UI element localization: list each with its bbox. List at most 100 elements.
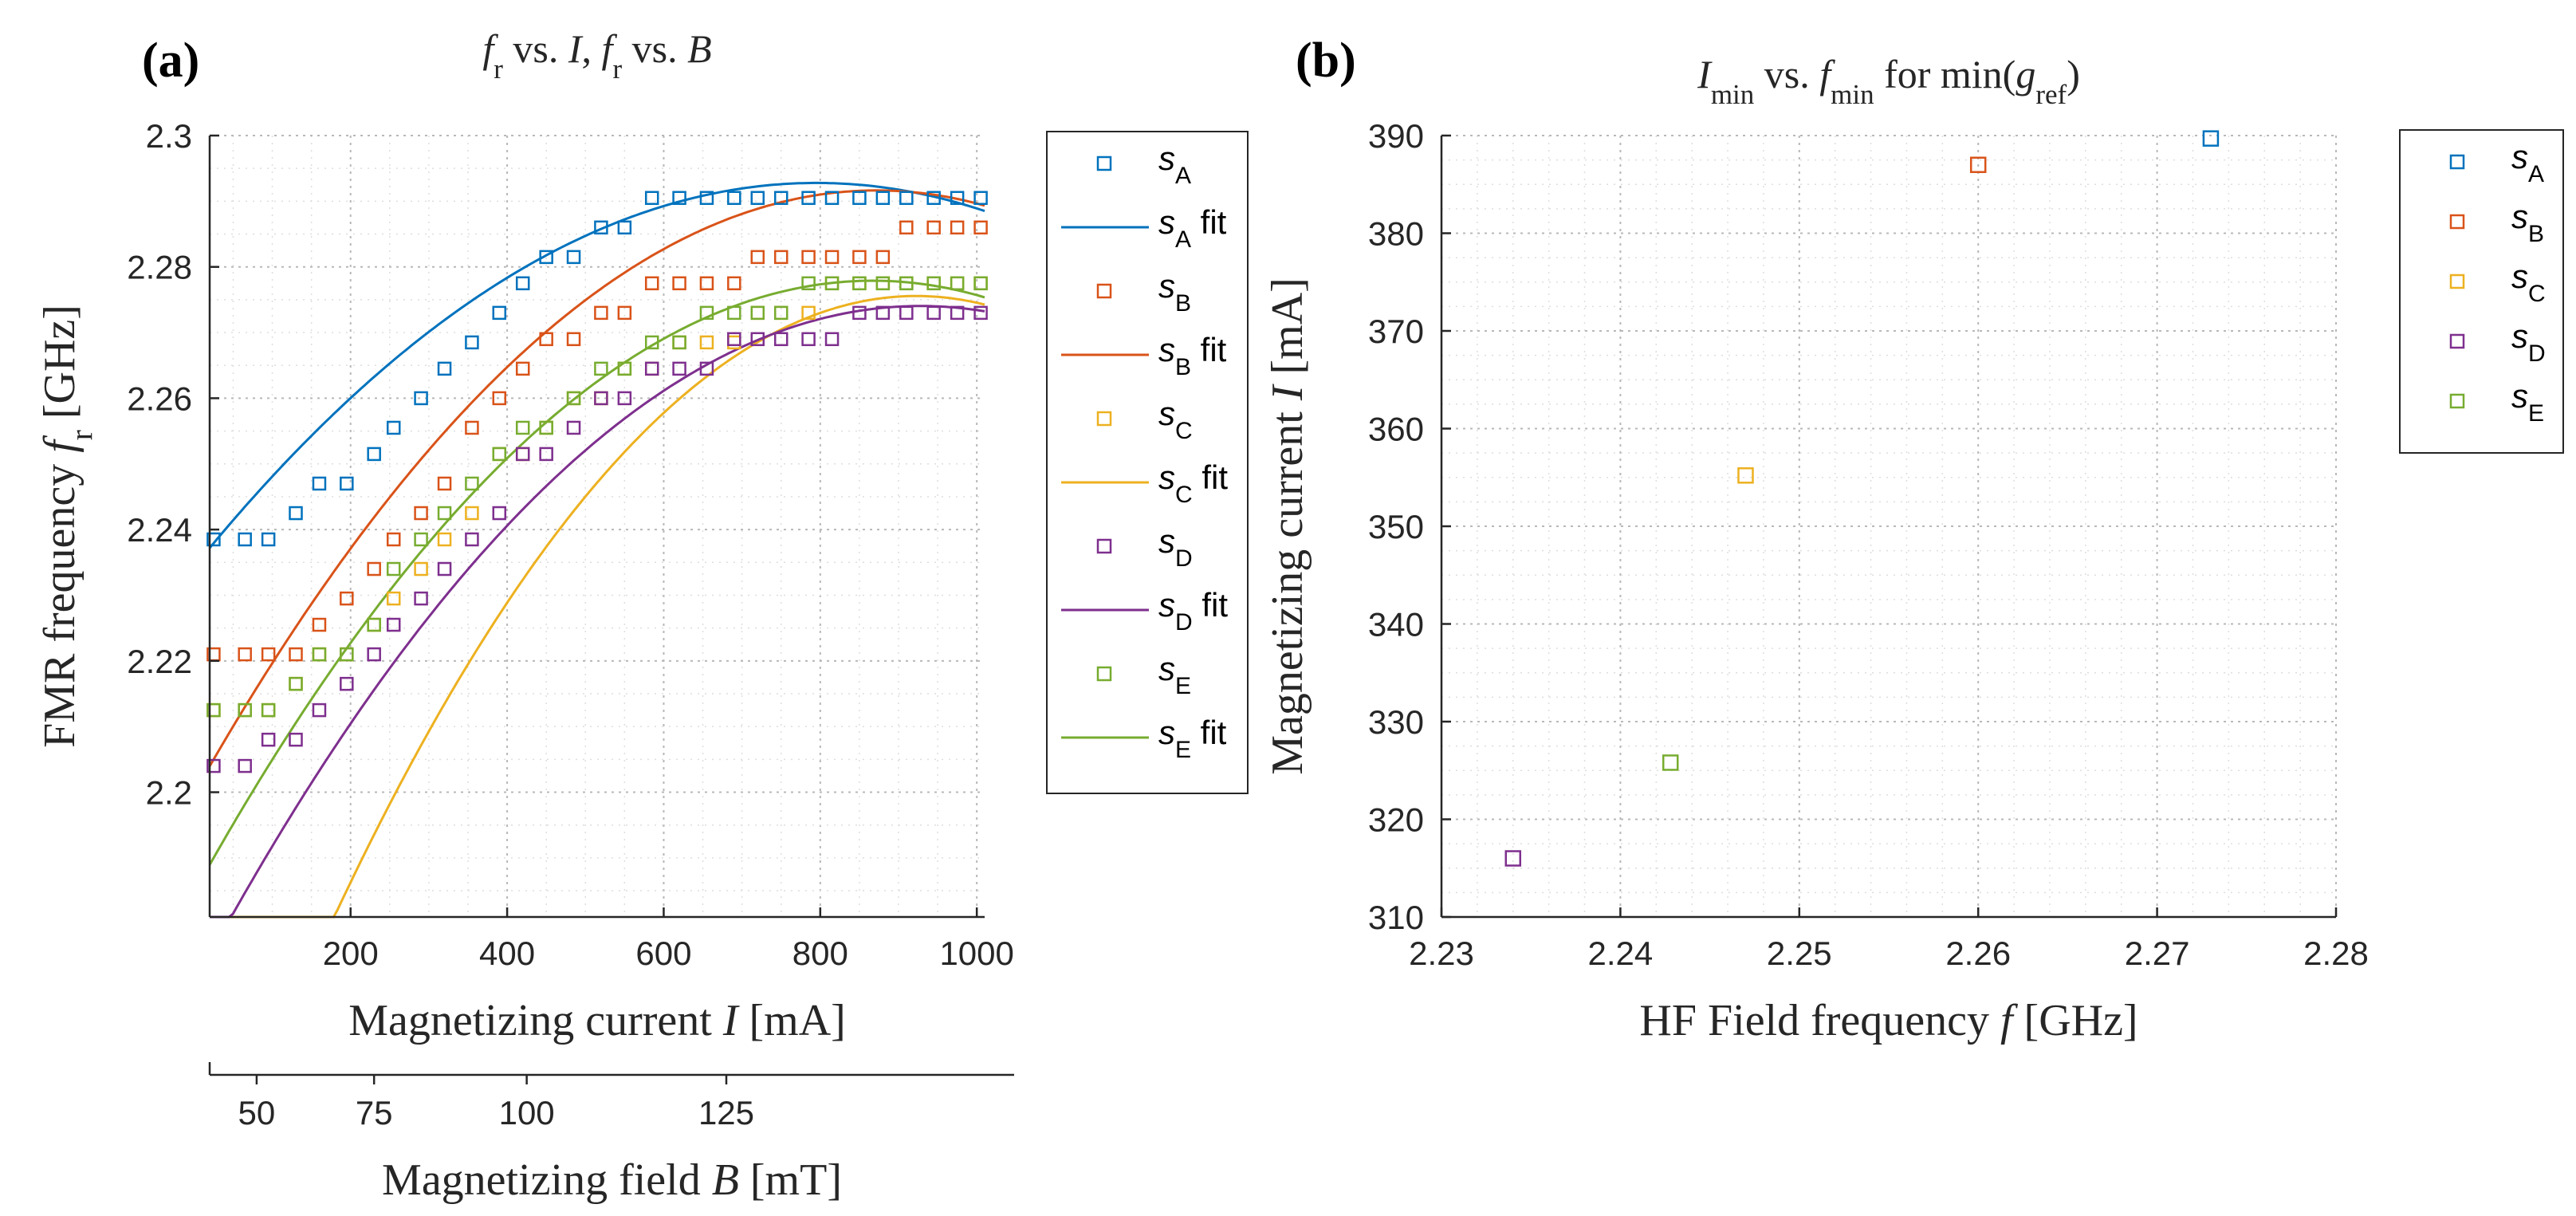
data-point-s_A (750, 191, 765, 205)
panel-b: 2.23 2.24 2.25 2.26 2.27 2.28 310 320 330 340 350 3… (1263, 33, 2564, 1045)
legend-box (1046, 131, 1249, 794)
data-point-s_A (875, 191, 891, 205)
legend-label-s_D: sD (1158, 522, 1193, 572)
data-point-s_D (261, 732, 276, 747)
data-point-s_A (206, 532, 221, 547)
data-point-s_B (672, 276, 686, 291)
data-point-s_A (926, 191, 941, 205)
x-tick-label: 2.26 (1945, 935, 2011, 972)
data-point-s_A (289, 506, 303, 521)
data-point-s_D (594, 391, 608, 406)
data-point-s_D (644, 361, 659, 376)
data-point-s_A (899, 191, 914, 205)
data-point-s_B (617, 305, 632, 321)
panel-a: 200 400 600 800 1000 2.2 2.22 2.24 2.26 2.28 2.3 Ma… (35, 26, 1249, 1205)
fit-line-s_E (208, 279, 985, 866)
data-point-s_C (386, 591, 401, 606)
data-point-s_B (340, 591, 354, 606)
series-group (1504, 130, 2220, 867)
x-tick-label: 2.23 (1409, 935, 1474, 972)
data-point-s_B (773, 250, 789, 265)
y-tick-label: 2.2 (146, 774, 192, 812)
legend-marker-s_B (1096, 283, 1112, 299)
data-point-s_D (617, 391, 632, 406)
legend-marker-s_A (2449, 154, 2465, 170)
y-tick-label: 2.22 (127, 643, 192, 680)
data-point-s_D (875, 305, 891, 321)
panel-label: (b) (1296, 33, 1356, 88)
y-tick-label: 390 (1368, 117, 1424, 155)
data-point-s_A (644, 191, 659, 205)
data-point-s_E (289, 676, 303, 691)
fit-line-s_A (208, 181, 985, 549)
data-point-s_D (386, 617, 401, 632)
data-point-s_A (539, 250, 553, 265)
data-point-s_B (238, 647, 252, 662)
data-point-s_B (699, 276, 714, 291)
data-point-s_B (386, 532, 401, 547)
data-point-s_D (973, 305, 988, 321)
y-tick-label: 2.26 (127, 380, 192, 417)
data-point-s_D (566, 420, 581, 435)
data-point-s_B (367, 561, 381, 577)
y-tick-label: 340 (1368, 606, 1424, 643)
data-point-s_D (238, 758, 252, 773)
data-point-s_E (312, 647, 327, 662)
data-point-s_A (617, 220, 632, 235)
data-point-s_E (1662, 754, 1679, 771)
data-point-s_E (566, 391, 581, 406)
data-point-s_B (539, 332, 553, 347)
data-point-s_D (801, 332, 816, 347)
data-point-s_D (773, 332, 789, 347)
panel-label: (a) (142, 33, 199, 88)
data-point-s_B (594, 305, 608, 321)
data-point-s_D (1504, 850, 1522, 867)
x-axis-label: Magnetizing current I [mA] (348, 996, 846, 1045)
data-point-s_B (261, 647, 276, 662)
data-point-s_D (539, 447, 553, 462)
secondary-tick-label: 75 (356, 1094, 393, 1131)
data-point-s_A (492, 305, 507, 321)
data-point-s_A (566, 250, 581, 265)
data-point-s_A (340, 476, 354, 491)
data-point-s_A (312, 476, 327, 491)
legend-label-s_E: sE (1158, 650, 1191, 699)
legend-label-s_A: sA (2511, 138, 2544, 187)
x-tick-label: 1000 (939, 935, 1013, 972)
legend-label-s_E-fit: sE fit (1158, 714, 1227, 763)
data-point-s_D (824, 332, 840, 347)
data-point-s_B (644, 276, 659, 291)
data-point-s_A (367, 447, 381, 462)
data-point-s_D (465, 532, 479, 547)
legend-label-s_C: sC (1158, 395, 1193, 444)
data-point-s_C (414, 561, 428, 577)
data-point-s_D (367, 647, 381, 662)
data-point-s_E (824, 276, 840, 291)
fit-line-s_D (210, 305, 985, 919)
data-point-s_A (852, 191, 867, 205)
data-point-s_B (852, 250, 867, 265)
data-point-s_B (801, 250, 816, 265)
legend-label-s_D: sD (2511, 317, 2546, 367)
data-point-s_D (437, 561, 452, 577)
data-point-s_E (437, 506, 452, 521)
secondary-tick-label: 100 (499, 1094, 555, 1131)
legend-label-s_C-fit: sC fit (1158, 458, 1228, 508)
legend-label-s_E: sE (2511, 377, 2544, 427)
y-axis-label: FMR frequency fr [GHz] (35, 305, 99, 748)
data-point-s_E (414, 532, 428, 547)
x-tick-label: 400 (479, 935, 535, 972)
x-tick-label: 2.28 (2303, 935, 2369, 972)
data-point-s_E (465, 476, 479, 491)
data-point-s_D (852, 305, 867, 321)
series-group (206, 181, 988, 919)
data-point-s_A (261, 532, 276, 547)
data-point-s_A (773, 191, 789, 205)
legend-marker-s_A (1096, 155, 1112, 171)
data-point-s_A (386, 420, 401, 435)
y-tick-label: 320 (1368, 801, 1424, 839)
data-point-s_D (750, 332, 765, 347)
legend-marker-s_D (1096, 538, 1112, 554)
data-point-s_E (238, 702, 252, 718)
